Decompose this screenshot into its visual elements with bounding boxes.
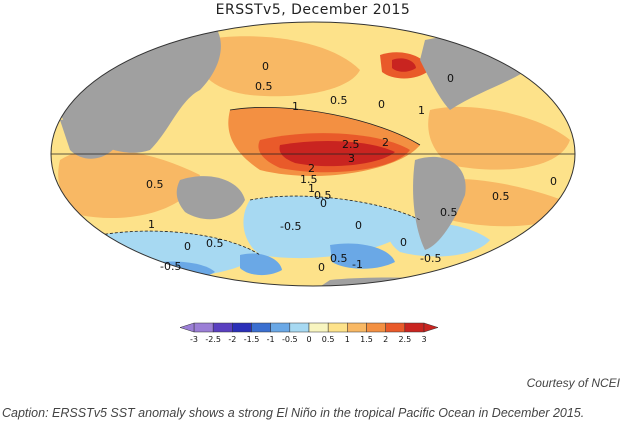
contour-label: 0 (184, 240, 191, 253)
contour-label: 3 (348, 152, 355, 165)
colorbar-cell (308, 322, 329, 333)
colorbar-tick-label: -1.5 (244, 335, 260, 344)
colorbar-cell (289, 322, 310, 333)
contour-label: 2 (308, 162, 315, 175)
colorbar-tick-label: -2 (228, 335, 236, 344)
land-africa (60, 118, 120, 159)
contour-labels: 0 0.5 1 0.5 0 1 0 2.5 2 3 2 1.5 1 0.5 0 … (146, 60, 557, 274)
colorbar-tick-label: 3 (421, 335, 426, 344)
contour-label: 0 (400, 236, 407, 249)
anomaly-region (58, 149, 201, 219)
colorbar-tick-label: -1 (267, 335, 275, 344)
colorbar-tick-label: 2.5 (398, 335, 411, 344)
colorbar-cell (270, 322, 291, 333)
contour-label: -1 (352, 258, 363, 271)
contour-label: 0 (320, 197, 327, 210)
contour-label: 1 (148, 218, 155, 231)
anomaly-region (440, 179, 575, 227)
globe-outline (50, 21, 576, 287)
colorbar-tick-label: -0.5 (282, 335, 298, 344)
contour-label: 1 (292, 100, 299, 113)
colorbar-cell (404, 322, 425, 333)
colorbar-cell (327, 322, 348, 333)
contour-label: 1.5 (300, 173, 318, 186)
contour-label: 1 (418, 104, 425, 117)
colorbar-cell (251, 322, 271, 333)
contour-label: -0.5 (280, 220, 301, 233)
map-title: ERSSTv5, December 2015 (215, 2, 411, 18)
contour-label: 0 (318, 261, 325, 274)
colorbar-cell (232, 322, 252, 333)
land-australia (176, 176, 245, 220)
contour-label: -0.5 (420, 252, 441, 265)
contour-line (229, 107, 421, 146)
colorbar-tick-label: 0.5 (322, 335, 335, 344)
colorbar-tick-label: 0 (306, 335, 311, 344)
colorbar-tick-label: 1 (345, 335, 350, 344)
contour-label: 0.5 (146, 178, 164, 191)
contour-label: 0.5 (330, 94, 348, 107)
contour-label: 0.5 (330, 252, 348, 265)
contour-label: 0.5 (206, 237, 224, 250)
colorbar-cell (212, 322, 233, 333)
colorbar-cell (385, 322, 406, 333)
land-south-america (413, 156, 466, 250)
contour-line (99, 230, 261, 256)
colorbar-tick-label: 2 (383, 335, 388, 344)
colorbar-max-arrow (423, 322, 439, 333)
contour-label: 2.5 (342, 138, 360, 151)
contour-label: 0.5 (492, 190, 510, 203)
cold-region (240, 253, 282, 276)
contour-label: 0.5 (440, 206, 458, 219)
contour-label: 0.5 (314, 189, 332, 202)
warm-blob-core (392, 58, 416, 72)
colorbar-tick-label: -3 (190, 335, 198, 344)
contour-label: 0 (447, 72, 454, 85)
contour-label: -0.5 (160, 260, 181, 273)
colorbar-tick-label: 1.5 (360, 335, 373, 344)
colorbar-min-arrow (179, 322, 195, 333)
cold-region (330, 243, 395, 269)
contour-label: 1 (308, 182, 315, 195)
contour-label: 0 (550, 175, 557, 188)
contour-label: 0 (262, 60, 269, 73)
contour-label: 2 (382, 136, 389, 149)
contour-label: 0 (378, 98, 385, 111)
colorbar-tick-label: -2.5 (205, 335, 221, 344)
contour-label: 0.5 (255, 80, 273, 93)
colorbar-cell (193, 322, 214, 333)
contour-line (249, 195, 421, 221)
cool-region (243, 196, 420, 259)
colorbar-cell (347, 322, 367, 333)
credit-text: Courtesy of NCEI (526, 376, 620, 390)
anomaly-region (197, 36, 360, 97)
contour-label: 0 (355, 219, 362, 232)
el-nino-core (279, 140, 395, 167)
caption-text: Caption: ERSSTv5 SST anomaly shows a str… (2, 406, 585, 420)
colorbar-cell (366, 322, 386, 333)
